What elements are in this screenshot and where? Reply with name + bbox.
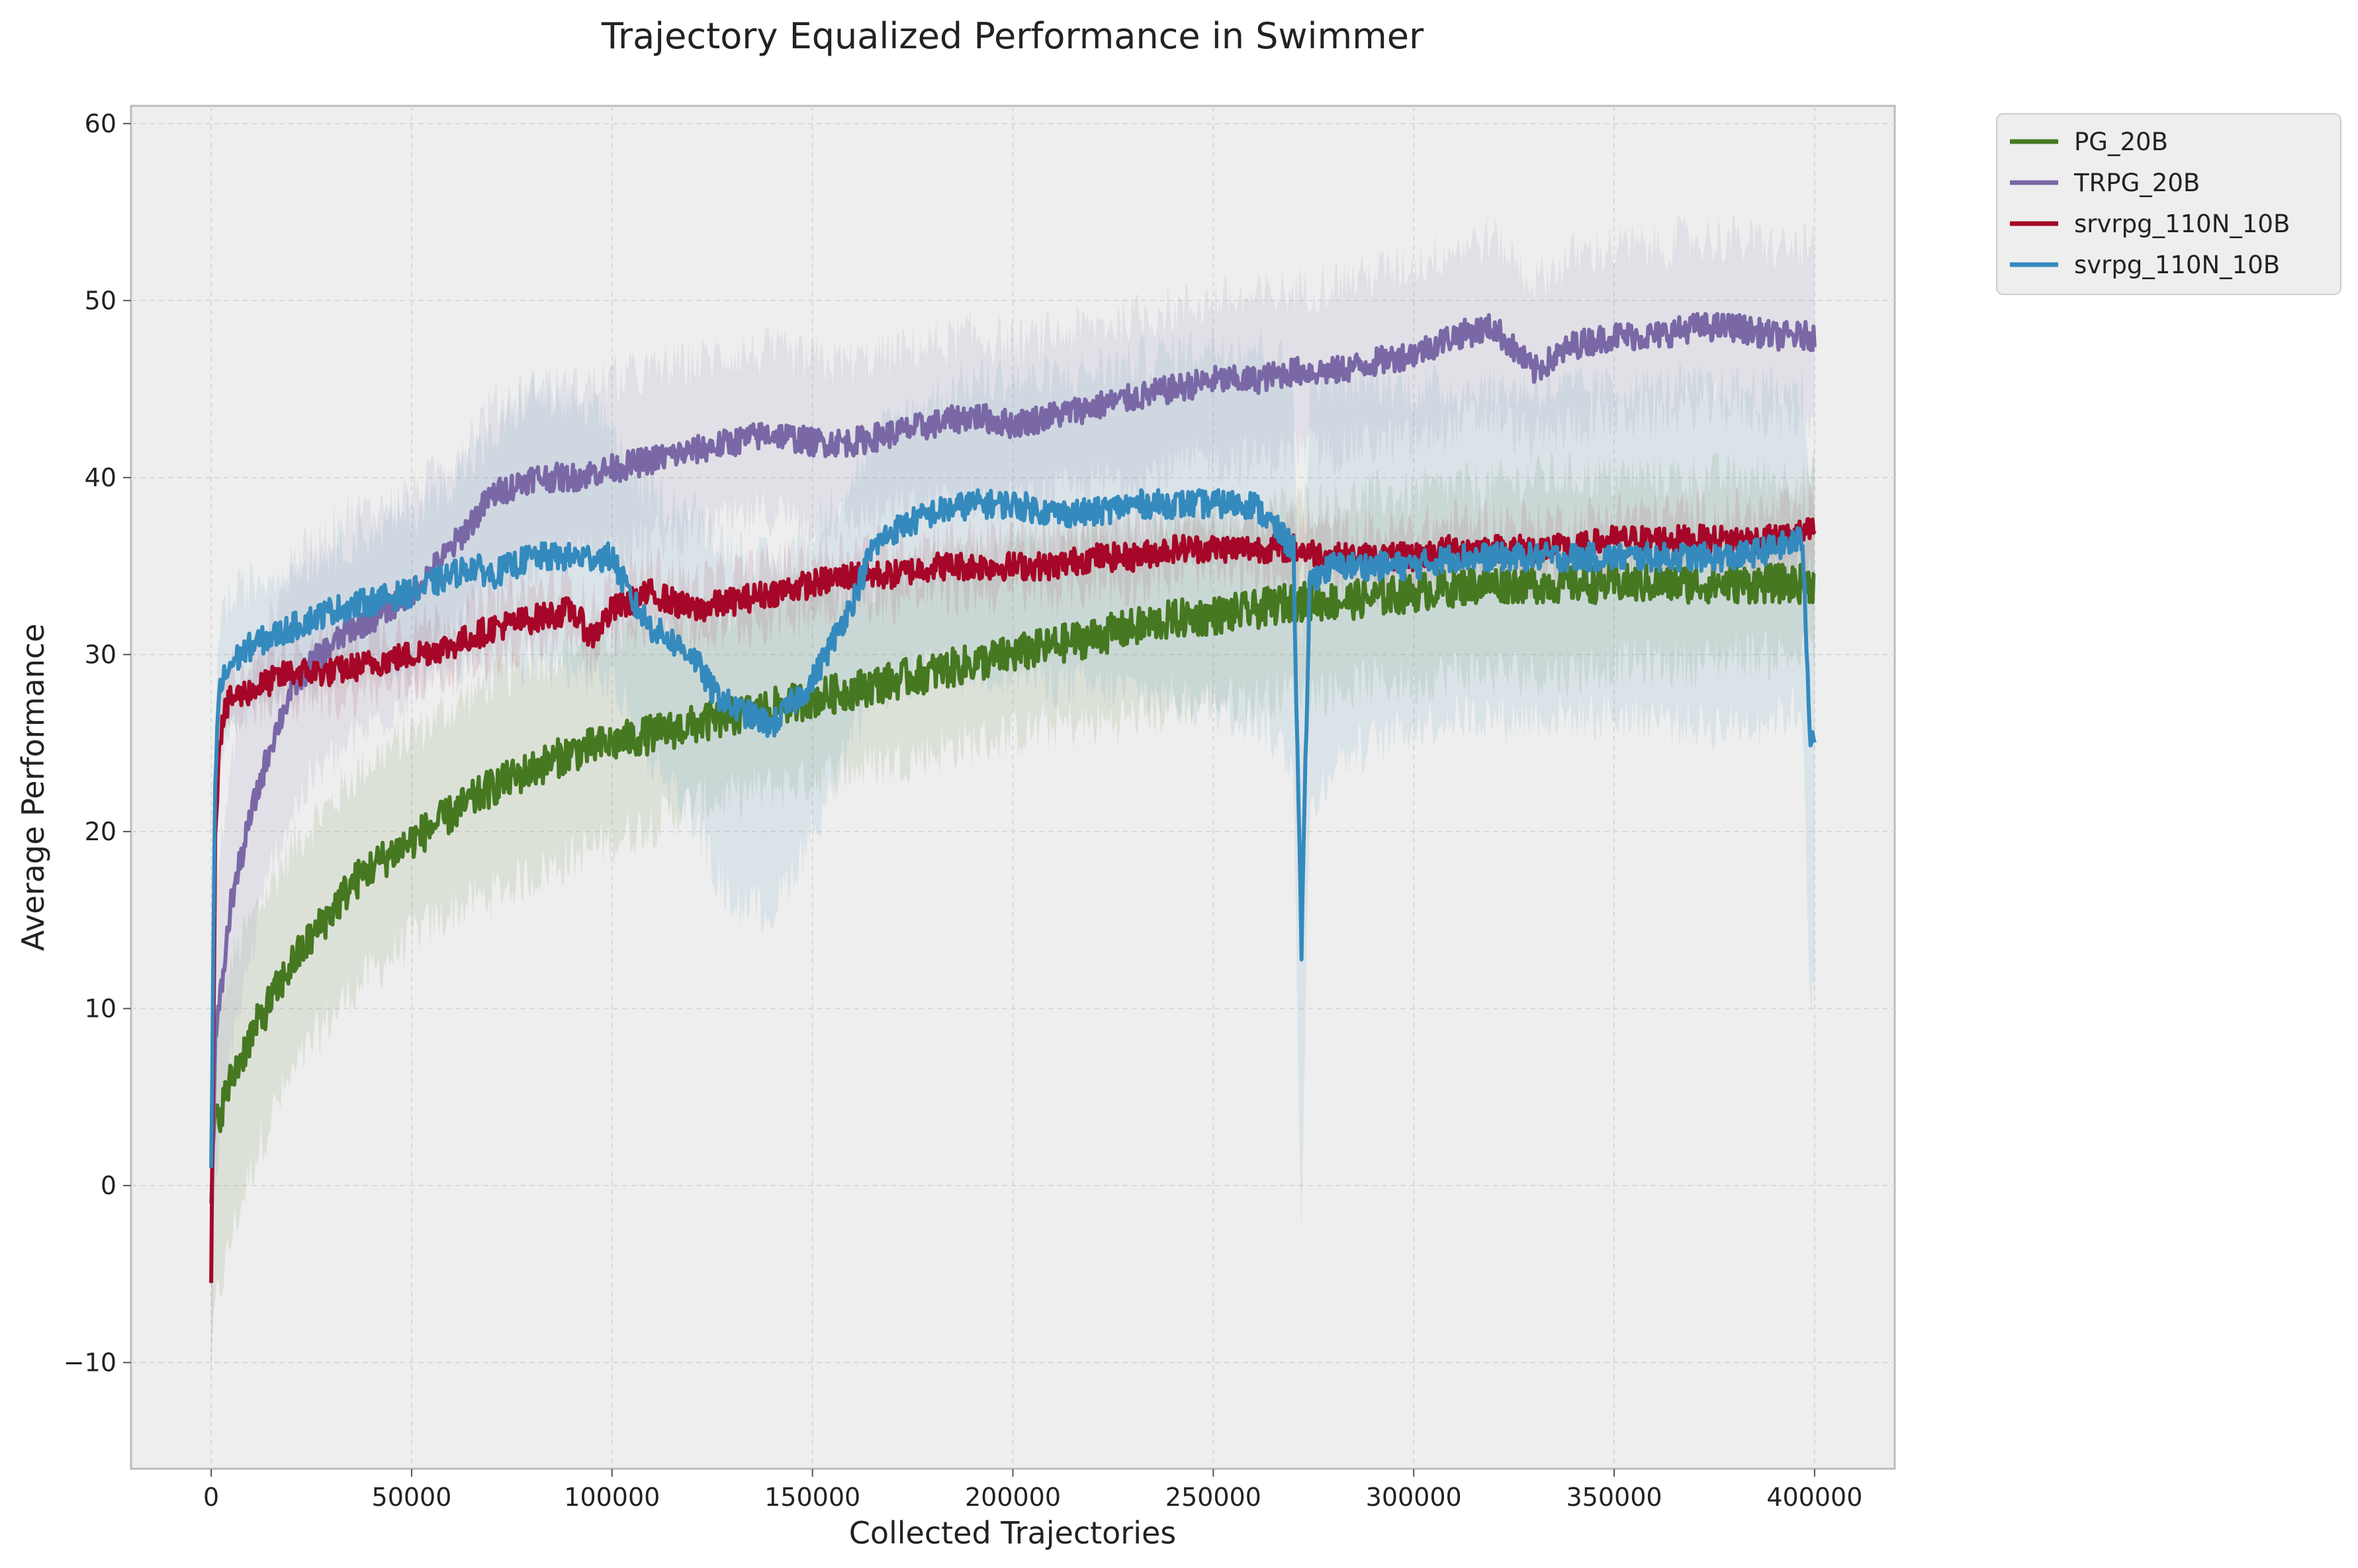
- line-trpg-20b: [209, 312, 1817, 1203]
- y-tick-label: 60: [85, 109, 116, 138]
- x-axis-ticks: 0 50000 100000 150000 200000 250000 300000 3500…: [203, 1469, 1862, 1512]
- y-tick-label: 50: [85, 286, 116, 315]
- line-srvrpg-110n-10b: [209, 517, 1817, 1284]
- y-tick-label: 0: [101, 1171, 116, 1200]
- legend-box: [1996, 113, 2341, 295]
- x-tick-label: 50000: [372, 1483, 452, 1512]
- x-axis-label: Collected Trajectories: [849, 1515, 1177, 1551]
- x-tick-label: 0: [203, 1483, 219, 1512]
- legend-label-trpg-20b: TRPG_20B: [2073, 169, 2200, 197]
- x-tick-label: 200000: [965, 1483, 1061, 1512]
- legend-label-pg-20b: PG_20B: [2074, 128, 2168, 156]
- x-tick-label: 300000: [1366, 1483, 1462, 1512]
- y-tick-label: 40: [85, 463, 116, 492]
- x-tick-label: 100000: [564, 1483, 660, 1512]
- line-pg-20b: [209, 562, 1816, 1151]
- series-lines: [209, 312, 1817, 1284]
- legend: PG_20B TRPG_20B srvrpg_110N_10B svrpg_110N_…: [1996, 113, 2341, 295]
- band-pg-20b: [211, 451, 1815, 1373]
- legend-label-svrpg-110n-10b: svrpg_110N_10B: [2074, 251, 2280, 279]
- band-trpg-20b: [211, 213, 1815, 1379]
- chart-title: Trajectory Equalized Performance in Swim…: [601, 15, 1424, 57]
- legend-label-srvrpg-110n-10b: srvrpg_110N_10B: [2074, 210, 2290, 238]
- x-tick-label: 350000: [1566, 1483, 1662, 1512]
- y-tick-label: −10: [64, 1348, 116, 1377]
- x-tick-label: 150000: [764, 1483, 860, 1512]
- line-svrpg-110n-10b: [209, 488, 1817, 1168]
- x-tick-label: 400000: [1766, 1483, 1862, 1512]
- y-tick-label: 20: [85, 817, 116, 846]
- y-axis-label: Average Performance: [15, 623, 51, 951]
- x-tick-label: 250000: [1165, 1483, 1261, 1512]
- y-tick-label: 30: [85, 640, 116, 669]
- y-tick-label: 10: [85, 994, 116, 1023]
- y-axis-ticks: −10 0 10 20 30 40 50 60: [64, 109, 131, 1377]
